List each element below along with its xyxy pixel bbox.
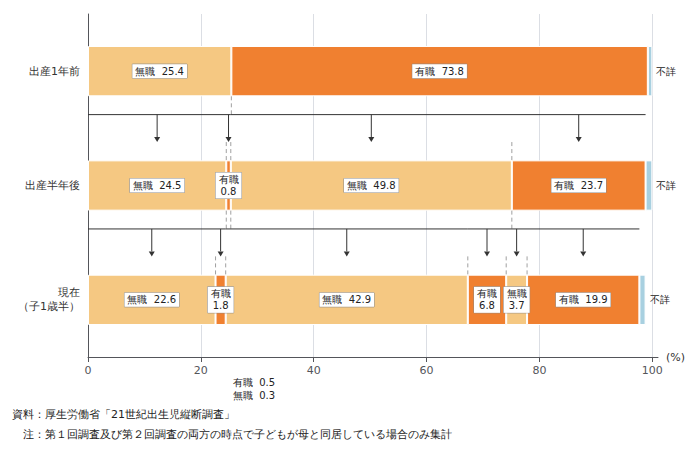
svg-text:80: 80 [532,364,546,377]
svg-text:出産半年後: 出産半年後 [25,179,80,192]
svg-text:有職 0.5: 有職 0.5 [233,377,275,388]
svg-text:(%): (%) [666,351,685,364]
svg-text:有職: 有職 [219,174,239,185]
svg-text:注：第１回調査及び第２回調査の両方の時点で子どもが母と同居し: 注：第１回調査及び第２回調査の両方の時点で子どもが母と同居している場合のみ集計 [12,428,452,441]
svg-text:資料：厚生労働省「21世紀出生児縦断調査」: 資料：厚生労働省「21世紀出生児縦断調査」 [12,408,235,421]
svg-text:0: 0 [85,364,92,377]
svg-text:60: 60 [420,364,434,377]
svg-text:不詳: 不詳 [656,66,676,77]
svg-text:有職 23.7: 有職 23.7 [554,180,603,191]
svg-text:不詳: 不詳 [656,180,676,191]
svg-text:無職 0.3: 無職 0.3 [233,390,275,401]
svg-text:現在: 現在 [58,286,80,299]
svg-text:1.8: 1.8 [213,300,229,311]
svg-text:有職 73.8: 有職 73.8 [415,66,464,77]
svg-text:0.8: 0.8 [221,186,237,197]
svg-text:無職 49.8: 無職 49.8 [347,180,396,191]
svg-text:有職: 有職 [211,288,231,299]
svg-text:有職 19.9: 有職 19.9 [559,294,608,305]
svg-text:無職 22.6: 無職 22.6 [127,294,176,305]
svg-text:6.8: 6.8 [479,300,495,311]
svg-text:無職 25.4: 無職 25.4 [135,66,184,77]
svg-text:出産1年前: 出産1年前 [29,65,80,78]
svg-text:100: 100 [642,364,663,377]
svg-text:無職: 無職 [507,288,527,299]
svg-text:40: 40 [307,364,321,377]
svg-text:20: 20 [194,364,208,377]
svg-text:無職 42.9: 無職 42.9 [322,294,371,305]
svg-text:3.7: 3.7 [509,300,525,311]
svg-text:有職: 有職 [477,288,497,299]
svg-text:不詳: 不詳 [650,294,670,305]
svg-text:無職 24.5: 無職 24.5 [133,180,182,191]
svg-text:（子1歳半）: （子1歳半） [18,300,80,313]
